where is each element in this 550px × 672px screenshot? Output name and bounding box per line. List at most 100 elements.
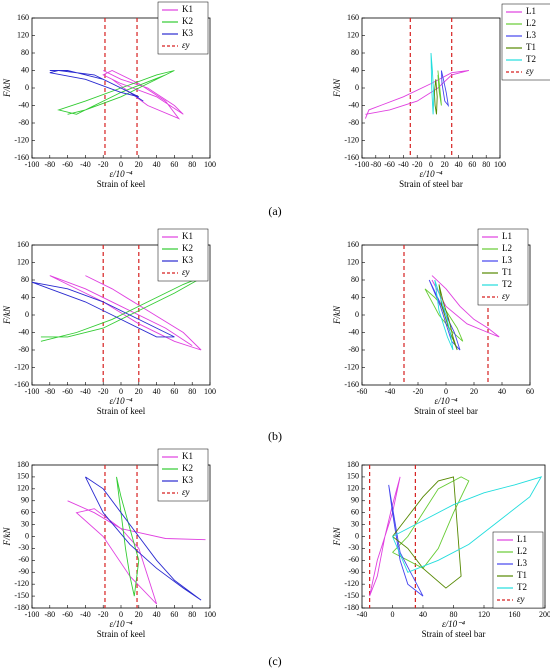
- legend-label: T1: [502, 267, 512, 277]
- y-tick-label: -180: [344, 603, 359, 612]
- x-axis-subtitle: Strain of steel bar: [399, 179, 463, 189]
- x-tick-label: -40: [385, 387, 396, 396]
- hysteresis-curve: [57, 70, 175, 115]
- x-tick-label: -100: [25, 610, 40, 619]
- hysteresis-curve: [388, 484, 424, 597]
- y-tick-label: -80: [348, 118, 359, 127]
- y-tick-label: -90: [18, 567, 29, 576]
- hysteresis-curve: [369, 476, 401, 597]
- x-tick-label: 80: [482, 160, 490, 169]
- y-tick-label: -80: [18, 118, 29, 127]
- y-tick-label: 60: [351, 507, 359, 516]
- y-tick-label: -120: [344, 579, 359, 588]
- x-tick-label: 80: [188, 610, 196, 619]
- y-tick-label: -120: [344, 362, 359, 371]
- y-tick-label: -120: [14, 135, 29, 144]
- x-tick-label: 0: [119, 387, 123, 396]
- hysteresis-curve: [116, 476, 140, 597]
- x-tick-label: 0: [429, 160, 433, 169]
- legend-label: L3: [526, 30, 536, 40]
- y-tick-label: -60: [348, 555, 359, 564]
- y-tick-label: -40: [348, 327, 359, 336]
- x-tick-label: 0: [391, 610, 395, 619]
- x-tick-label: 200: [539, 610, 550, 619]
- y-tick-label: 160: [347, 240, 359, 249]
- hysteresis-curve: [31, 281, 175, 338]
- x-tick-label: 60: [468, 160, 476, 169]
- y-tick-label: -150: [14, 591, 29, 600]
- x-tick-label: -80: [44, 160, 55, 169]
- y-tick-label: -40: [18, 100, 29, 109]
- legend-box: [157, 1, 209, 55]
- x-axis-label: ε/10⁻⁴: [420, 169, 443, 179]
- x-tick-label: -60: [62, 387, 73, 396]
- x-tick-label: 40: [153, 160, 161, 169]
- x-axis-subtitle: Strain of keel: [97, 179, 146, 189]
- legend-label: K2: [182, 243, 193, 253]
- x-tick-label: -40: [80, 387, 91, 396]
- hysteresis-curve: [437, 70, 442, 106]
- x-tick-label: -60: [62, 160, 73, 169]
- y-tick-label: -160: [14, 153, 29, 162]
- y-tick-label: 120: [347, 484, 359, 493]
- x-tick-label: -60: [384, 160, 395, 169]
- legend-label: εy: [182, 40, 190, 50]
- y-tick-label: -160: [14, 380, 29, 389]
- y-tick-label: -30: [18, 543, 29, 552]
- y-tick-label: 120: [17, 257, 29, 266]
- x-tick-label: 0: [119, 160, 123, 169]
- y-tick-label: -80: [18, 345, 29, 354]
- x-axis-label: ε/10⁻⁴: [110, 619, 133, 629]
- y-tick-label: 40: [21, 292, 29, 301]
- y-tick-label: 0: [355, 531, 359, 540]
- x-tick-label: -80: [370, 160, 381, 169]
- y-tick-label: -160: [344, 380, 359, 389]
- y-tick-label: 0: [355, 83, 359, 92]
- y-tick-label: 160: [347, 13, 359, 22]
- y-axis-label: F/kN: [332, 527, 342, 547]
- x-tick-label: 100: [204, 160, 216, 169]
- y-tick-label: 160: [17, 240, 29, 249]
- y-tick-label: 120: [17, 484, 29, 493]
- x-tick-label: 100: [494, 160, 506, 169]
- legend-label: εy: [517, 594, 525, 604]
- legend-label: T2: [517, 582, 527, 592]
- legend-label: T1: [526, 42, 536, 52]
- legend-label: K3: [182, 255, 193, 265]
- x-tick-label: -40: [357, 610, 368, 619]
- hysteresis-curve: [392, 476, 462, 589]
- x-tick-label: 40: [498, 387, 506, 396]
- legend-label: L2: [526, 18, 536, 28]
- x-tick-label: -40: [80, 610, 91, 619]
- y-tick-label: 0: [25, 531, 29, 540]
- x-tick-label: 20: [441, 160, 449, 169]
- y-tick-label: 0: [355, 310, 359, 319]
- y-tick-label: 80: [351, 275, 359, 284]
- hysteresis-curve: [84, 476, 202, 601]
- y-tick-label: -60: [18, 555, 29, 564]
- x-tick-label: -40: [398, 160, 409, 169]
- y-tick-label: 120: [347, 30, 359, 39]
- x-tick-label: 80: [188, 387, 196, 396]
- x-tick-label: 0: [444, 387, 448, 396]
- hysteresis-curve: [67, 500, 206, 605]
- x-tick-label: -20: [98, 610, 109, 619]
- hysteresis-curve: [440, 70, 450, 108]
- y-tick-label: 80: [351, 48, 359, 57]
- legend-label: K2: [182, 463, 193, 473]
- legend-label: K2: [182, 16, 193, 26]
- y-tick-label: 30: [21, 519, 29, 528]
- legend-label: T2: [526, 54, 536, 64]
- caption: (c): [268, 654, 281, 668]
- y-tick-label: 120: [347, 257, 359, 266]
- legend-label: K1: [182, 4, 193, 14]
- x-tick-label: -80: [44, 387, 55, 396]
- y-axis-label: F/kN: [2, 78, 12, 98]
- legend-label: L1: [517, 534, 527, 544]
- x-tick-label: 40: [153, 610, 161, 619]
- x-tick-label: 40: [455, 160, 463, 169]
- hysteresis-curve: [428, 279, 461, 351]
- hysteresis-curve: [49, 275, 202, 351]
- legend-box: [477, 228, 529, 306]
- y-tick-label: 40: [21, 65, 29, 74]
